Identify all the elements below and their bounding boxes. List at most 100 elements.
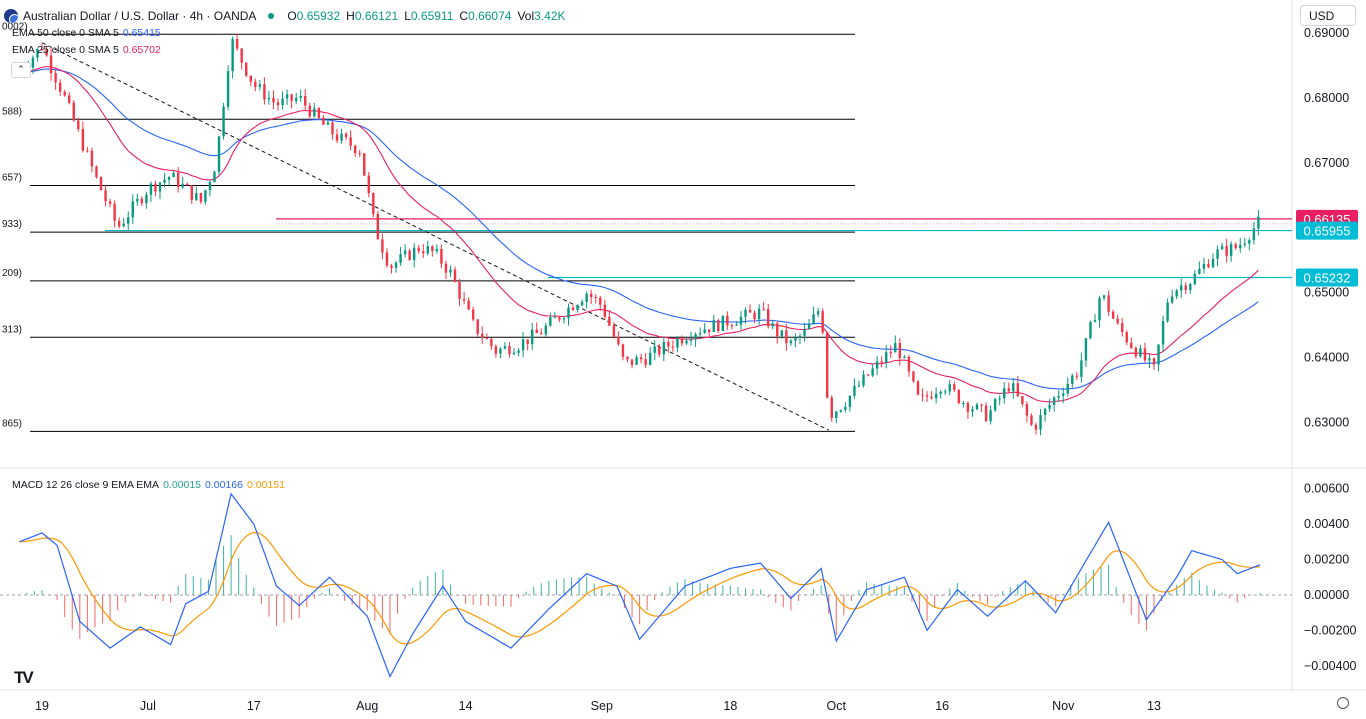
- candle-body: [1211, 258, 1215, 268]
- candle-body: [1075, 375, 1079, 377]
- candle-body: [1107, 295, 1110, 312]
- candle-body: [1202, 263, 1206, 269]
- candle-body: [1111, 311, 1115, 319]
- candle-body: [131, 201, 134, 218]
- candle-body: [1071, 375, 1074, 384]
- candle-body: [1080, 360, 1083, 377]
- candle-body: [1148, 358, 1151, 361]
- candle-body: [245, 62, 248, 76]
- trendline: [41, 42, 829, 431]
- candle-body: [599, 297, 602, 305]
- candle-body: [698, 333, 702, 335]
- candle-body: [154, 183, 157, 192]
- candle-body: [567, 307, 570, 319]
- candle-body: [40, 48, 44, 50]
- candle-body: [86, 150, 89, 152]
- candle-body: [966, 403, 970, 412]
- price-label-box: [1296, 268, 1358, 287]
- candle-body: [36, 48, 39, 58]
- candle-body: [694, 334, 697, 340]
- ema25-legend[interactable]: EMA 25 close 0 SMA 5 0.65702: [12, 44, 161, 56]
- candle-body: [349, 137, 352, 146]
- candle-body: [585, 293, 588, 302]
- candle-body: [939, 391, 942, 394]
- macd-lines: [19, 492, 1261, 678]
- candle-body: [1175, 290, 1178, 297]
- currency-select[interactable]: USD: [1300, 5, 1356, 26]
- time-tick-label: 16: [935, 699, 949, 713]
- candle-body: [367, 175, 370, 194]
- candle-body: [353, 145, 357, 154]
- candle-body: [998, 398, 1001, 400]
- macd-tick-label: 0.00400: [1304, 517, 1349, 531]
- candle-body: [1207, 263, 1210, 268]
- candle-body: [1012, 383, 1015, 392]
- candle-body: [376, 214, 380, 240]
- low-value: 0.65911: [410, 9, 454, 23]
- candle-body: [113, 203, 116, 221]
- candle-body: [117, 220, 121, 227]
- candle-body: [703, 329, 706, 334]
- candle-body: [313, 108, 316, 117]
- time-axis[interactable]: 19 Jul 17 Aug 14 Sep 18 Oct 16 Nov 13: [35, 699, 1161, 713]
- candle-body: [540, 333, 543, 335]
- symbol-title[interactable]: Australian Dollar / U.S. Dollar · 4h · O…: [23, 9, 257, 23]
- candle-body: [839, 410, 843, 412]
- candle-body: [708, 329, 711, 332]
- macd-legend[interactable]: MACD 12 26 close 9 EMA EMA 0.00015 0.00166…: [12, 479, 285, 491]
- candle-body: [1116, 318, 1119, 324]
- candle-body: [816, 311, 820, 315]
- ema50-legend[interactable]: EMA 50 close 0 SMA 5 0.65415: [12, 27, 161, 39]
- candle-body: [562, 318, 566, 320]
- macd-tick-label: 0.00600: [1304, 482, 1349, 496]
- candle-body: [712, 320, 715, 332]
- candle-body: [358, 153, 361, 155]
- candle-body: [127, 217, 130, 224]
- candle-body: [81, 129, 85, 151]
- candle-body: [340, 133, 343, 141]
- candle-body: [140, 198, 144, 204]
- volume-label: Vol: [517, 9, 535, 23]
- tradingview-logo[interactable]: TV: [14, 668, 34, 687]
- price-tick-label: 0.63000: [1304, 415, 1349, 429]
- candle-body: [680, 338, 684, 344]
- candle-body: [639, 357, 643, 360]
- candle-body: [58, 82, 62, 92]
- time-tick-label: 18: [723, 699, 737, 713]
- candle-body: [249, 75, 252, 82]
- settings-icon[interactable]: [1337, 697, 1349, 709]
- macd-signal-value: 0.00151: [247, 479, 285, 491]
- candle-body: [1152, 358, 1156, 365]
- candle-body: [467, 300, 470, 310]
- candle-body: [544, 325, 548, 335]
- symbol-header: Australian Dollar / U.S. Dollar · 4h · O…: [4, 7, 569, 25]
- open-label: O: [287, 9, 297, 23]
- candle-body: [322, 117, 325, 125]
- candle-body: [290, 94, 293, 101]
- candle-body: [934, 393, 938, 399]
- candle-body: [331, 122, 334, 135]
- fib-label: 313): [2, 324, 22, 335]
- candle-body: [1170, 296, 1174, 303]
- price-axis[interactable]: 0.69000 0.68000 0.67000 0.65000 0.64000 0.630…: [1304, 26, 1357, 673]
- candle-body: [1084, 338, 1088, 361]
- candle-body: [181, 183, 184, 188]
- chevron-up-icon[interactable]: ⌃: [11, 62, 31, 78]
- candle-body: [898, 343, 902, 359]
- price-label-text: 0.65955: [1304, 224, 1351, 239]
- market-status-icon: [268, 13, 275, 19]
- candle-body: [1189, 283, 1192, 291]
- candle-body: [408, 250, 411, 260]
- fib-label: 588): [2, 106, 22, 117]
- ema50-label: EMA 50 close 0 SMA 5: [12, 27, 119, 39]
- candle-body: [1052, 397, 1056, 405]
- candle-body: [1030, 415, 1033, 425]
- close-value: 0.66074: [468, 9, 512, 23]
- candle-body: [676, 338, 679, 348]
- price-label-box: [1296, 221, 1358, 240]
- candle-body: [217, 136, 221, 172]
- candle-body: [744, 309, 747, 317]
- ema25-line: [19, 65, 1259, 403]
- candle-body: [848, 395, 852, 407]
